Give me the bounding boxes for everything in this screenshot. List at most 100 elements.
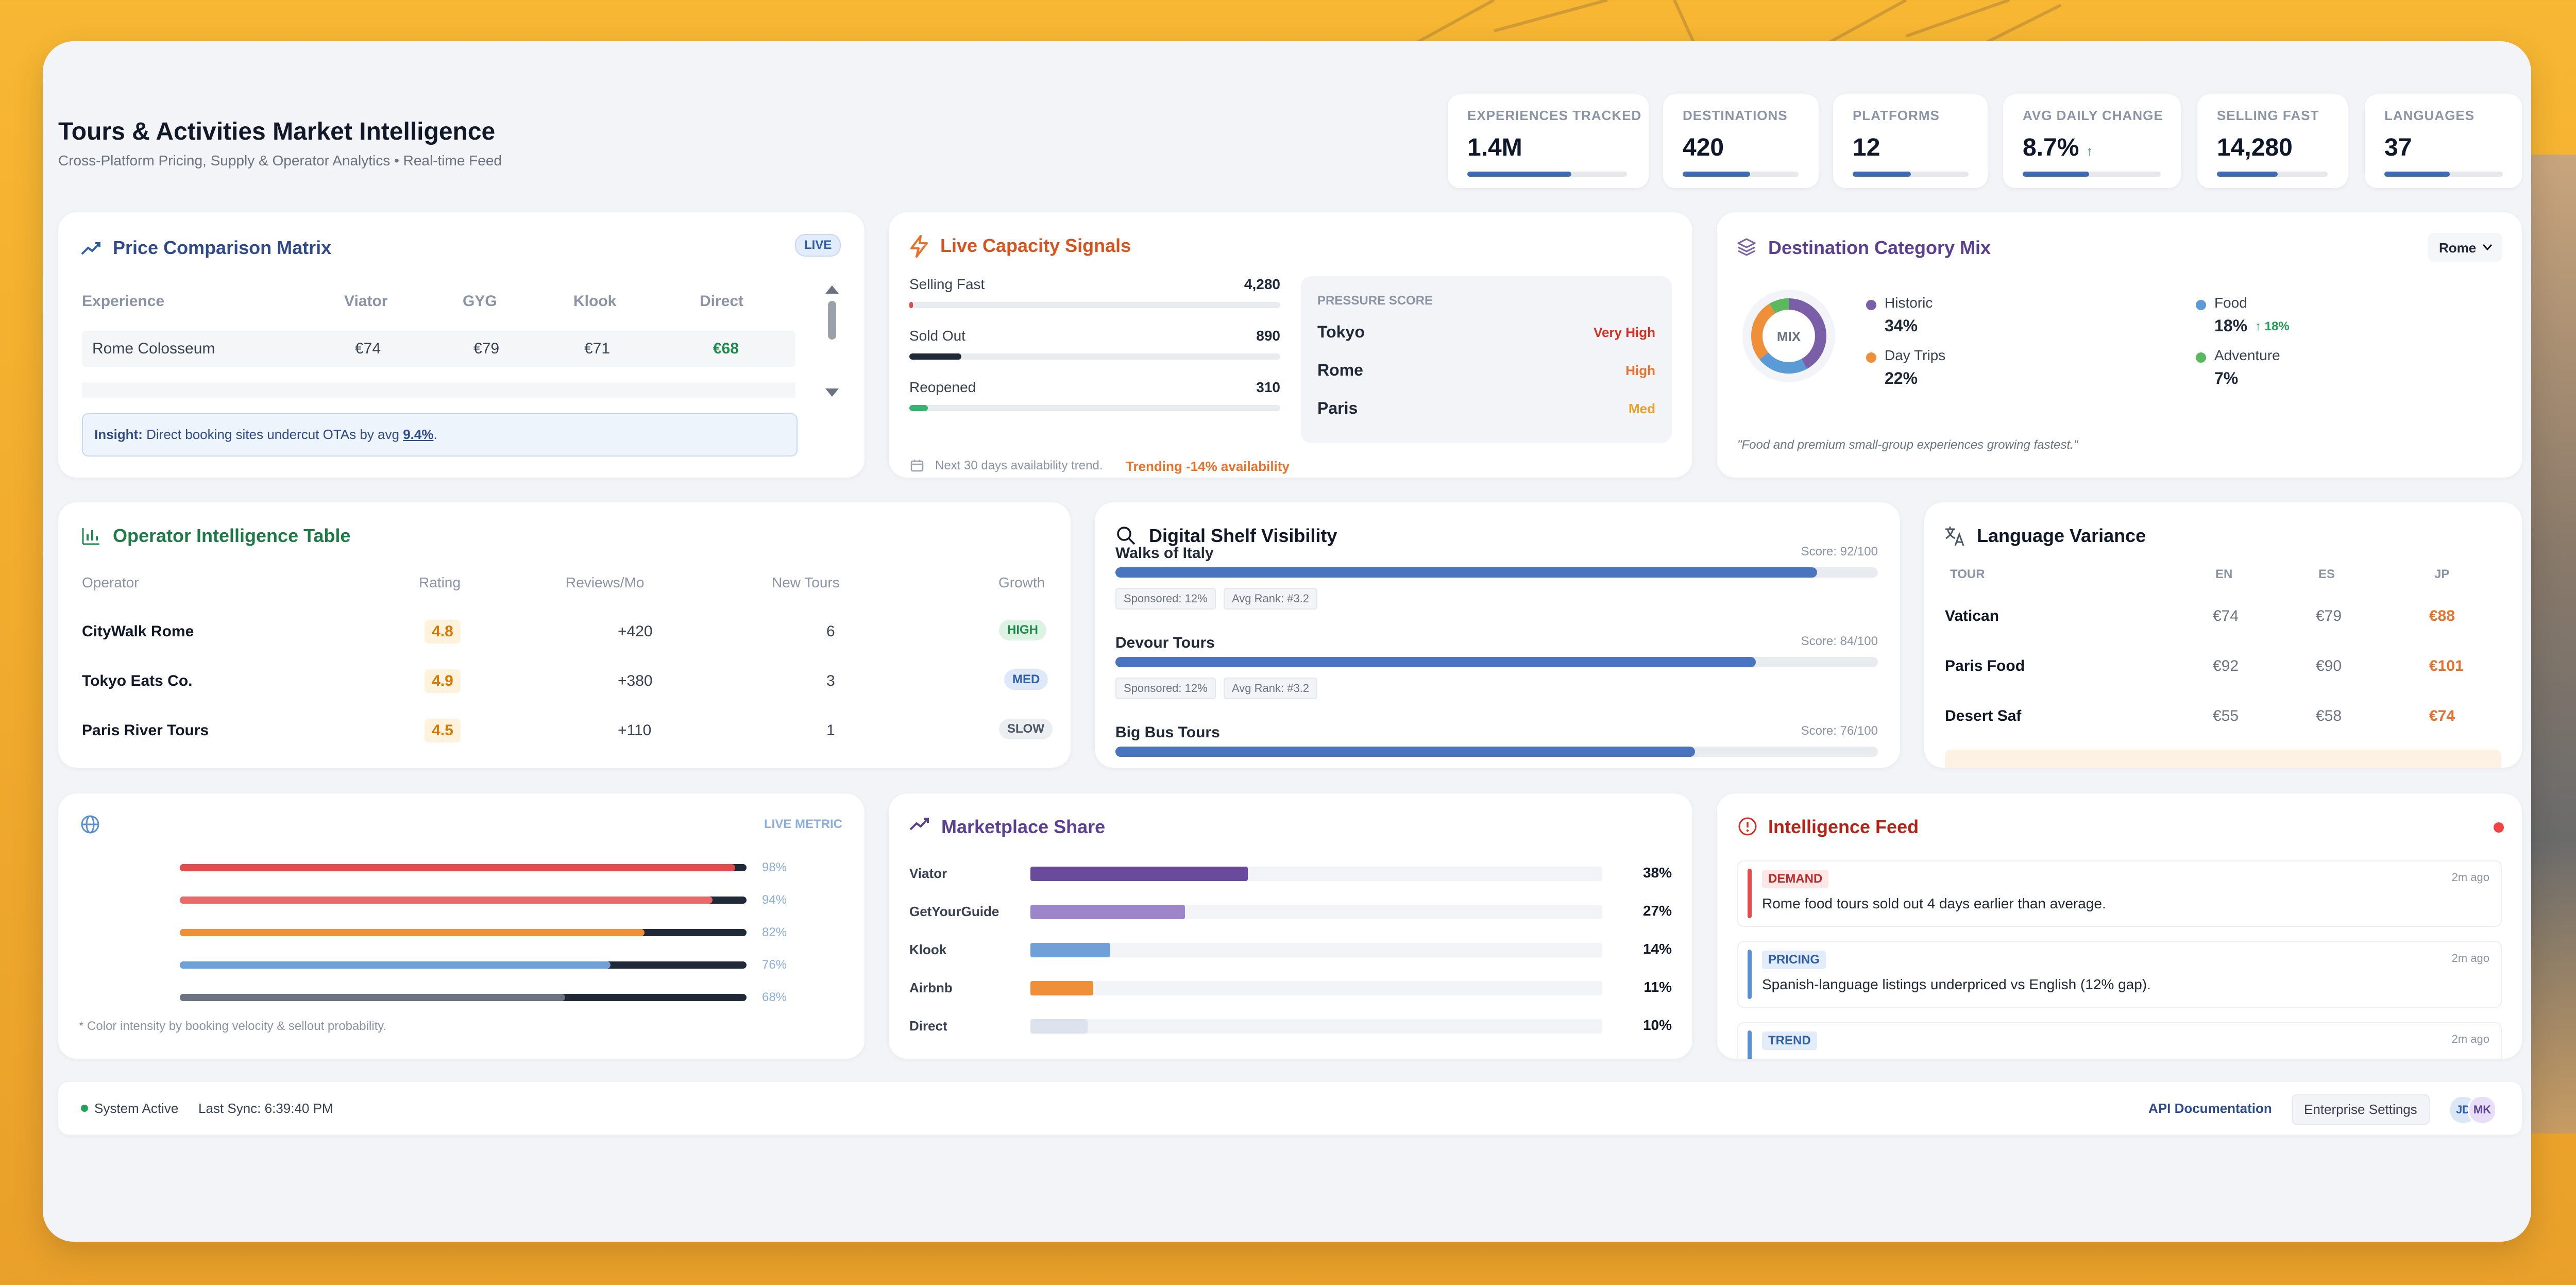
live-badge: LIVE: [795, 234, 841, 257]
feed-item[interactable]: PRICING 2m ago Spanish-language listings u…: [1737, 941, 2502, 1008]
shelf-score: Score: 76/100: [1801, 724, 1878, 738]
metric-bar-pct: 68%: [762, 990, 787, 1004]
signal-label: Reopened: [909, 379, 976, 395]
shelf-fill: [1115, 567, 1817, 578]
kpi-platforms[interactable]: PLATFORMS 12: [1833, 94, 1988, 188]
capacity-trend: Trending -14% availability: [1126, 459, 1290, 474]
live-status-dot: [2494, 822, 2504, 833]
signal-value: 890: [1256, 328, 1280, 344]
chevron-down-icon: [2482, 244, 2493, 251]
layers-icon: [1737, 238, 1756, 256]
column-header: Rating: [419, 574, 461, 590]
feed-tag: DEMAND: [1762, 870, 1829, 888]
metric-bar-track: [180, 994, 747, 1001]
avatar[interactable]: MK: [2468, 1095, 2497, 1124]
metric-bar-fill: [180, 864, 735, 871]
table-row[interactable]: Rome Colosseum €74 €79 €71 €68: [82, 331, 795, 367]
insight-end: .: [433, 427, 437, 442]
enterprise-settings-button[interactable]: Enterprise Settings: [2292, 1094, 2430, 1125]
sponsored-tag: Sponsored: 12%: [1115, 588, 1216, 610]
table-row[interactable]: Tokyo Eats Co. 4.9 +380 3 MED: [82, 665, 1050, 701]
feed-item[interactable]: DEMAND 2m ago Rome food tours sold out 4 d…: [1737, 860, 2502, 927]
insight-text: Insight: Direct booking sites undercut O…: [94, 427, 437, 443]
platform-name: Klook: [909, 942, 947, 957]
column-header: Experience: [82, 293, 165, 310]
kpi-bar-fill: [2217, 172, 2278, 177]
feed-text: Rome food tours sold out 4 days earlier …: [1762, 895, 2106, 911]
kpi-bar: [1853, 172, 1969, 177]
share-row[interactable]: Klook 14%: [909, 940, 1672, 960]
donut-chart[interactable]: MIX: [1742, 290, 1835, 382]
kpi-label: LANGUAGES: [2384, 108, 2475, 123]
kpi-experiences-tracked[interactable]: EXPERIENCES TRACKED 1.4M: [1448, 94, 1649, 188]
signal-reopened[interactable]: Reopened 310: [909, 379, 1280, 420]
metric-bar-fill: [180, 994, 565, 1001]
tour-name: Vatican: [1945, 607, 1999, 624]
destination-select[interactable]: Rome: [2428, 233, 2502, 262]
api-documentation-link[interactable]: API Documentation: [2148, 1101, 2272, 1116]
donut-segment[interactable]: [1751, 298, 1826, 374]
scrollbar-thumb[interactable]: [828, 301, 836, 340]
column-header: ES: [2318, 567, 2335, 581]
kpi-value: 1.4M: [1467, 134, 1522, 161]
donut-center-label: MIX: [1776, 329, 1801, 344]
last-sync: Last Sync: 6:39:40 PM: [198, 1101, 333, 1116]
price-es: €90: [2316, 657, 2342, 674]
legend-label: Adventure: [2214, 347, 2280, 363]
kpi-avg-daily-change[interactable]: AVG DAILY CHANGE 8.7% ↑: [2003, 94, 2181, 188]
metric-bar-row[interactable]: 68%: [180, 990, 829, 1006]
table-row[interactable]: Desert Saf €55 €58 €74: [1945, 700, 2501, 736]
share-row[interactable]: Direct 10%: [909, 1016, 1672, 1037]
share-row[interactable]: GetYourGuide 27%: [909, 902, 1672, 922]
metric-bar-pct: 98%: [762, 860, 787, 874]
signal-sold-out[interactable]: Sold Out 890: [909, 328, 1280, 369]
kpi-label: PLATFORMS: [1853, 108, 1940, 123]
avg-rank-tag: Avg Rank: #3.2: [1224, 678, 1318, 699]
share-track: [1030, 867, 1602, 881]
donut-segment[interactable]: [1751, 298, 1826, 374]
kpi-bar: [1467, 172, 1627, 177]
donut-segment[interactable]: [1751, 298, 1826, 374]
operator-new-tours: 1: [826, 722, 835, 739]
operator-name: Tokyo Eats Co.: [82, 672, 193, 689]
pressure-row[interactable]: Paris Med: [1317, 399, 1655, 425]
operator-new-tours: 3: [826, 672, 835, 689]
insight-label: Insight:: [94, 427, 143, 442]
metric-bar-row[interactable]: 94%: [180, 893, 829, 908]
pressure-row[interactable]: Tokyo Very High: [1317, 323, 1655, 348]
operator-reviews: +420: [618, 623, 653, 640]
metric-bar-fill: [180, 897, 713, 904]
metric-bar-track: [180, 897, 747, 904]
kpi-selling-fast[interactable]: SELLING FAST 14,280: [2197, 94, 2348, 188]
live-metric-note: * Color intensity by booking velocity & …: [79, 1019, 387, 1033]
signal-selling-fast[interactable]: Selling Fast 4,280: [909, 276, 1280, 317]
share-bar: [1030, 1019, 1088, 1034]
table-row[interactable]: Paris River Tours 4.5 +110 1 SLOW: [82, 715, 1053, 751]
table-row[interactable]: Vatican €74 €79 €88: [1945, 600, 2501, 636]
column-header: Viator: [344, 293, 388, 310]
column-header: Growth: [998, 574, 1045, 590]
metric-bar-row[interactable]: 98%: [180, 860, 829, 876]
category-quote: "Food and premium small-group experience…: [1737, 438, 2078, 452]
table-row[interactable]: Paris Food €92 €90 €101: [1945, 650, 2501, 686]
kpi-destinations[interactable]: DESTINATIONS 420: [1663, 94, 1819, 188]
kpi-languages[interactable]: LANGUAGES 37: [2365, 94, 2522, 188]
table-scrollbar[interactable]: [824, 284, 840, 398]
scroll-down-icon[interactable]: [824, 387, 840, 398]
share-row[interactable]: Airbnb 11%: [909, 978, 1672, 999]
card-title: Operator Intelligence Table: [113, 525, 351, 546]
kpi-label: EXPERIENCES TRACKED: [1467, 108, 1642, 123]
feed-item[interactable]: TREND 2m ago: [1737, 1022, 2502, 1059]
trend-line-icon: [81, 242, 100, 255]
pressure-row[interactable]: Rome High: [1317, 361, 1655, 386]
table-row[interactable]: CityWalk Rome 4.8 +420 6 HIGH: [82, 616, 1050, 652]
scroll-up-icon[interactable]: [824, 284, 840, 295]
column-header: Direct: [700, 293, 744, 310]
intelligence-feed-card: Intelligence Feed DEMAND 2m ago Rome food …: [1717, 793, 2522, 1059]
kpi-bar-fill: [1853, 172, 1911, 177]
share-row[interactable]: Viator 38%: [909, 864, 1672, 884]
metric-bar-fill: [180, 961, 611, 969]
metric-bar-row[interactable]: 76%: [180, 958, 829, 973]
metric-bar-row[interactable]: 82%: [180, 925, 829, 941]
table-row-partial: [82, 382, 795, 398]
